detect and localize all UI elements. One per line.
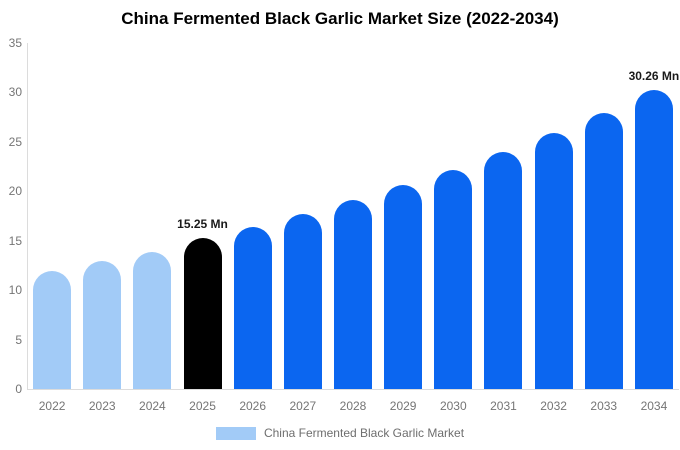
y-tick-label-5: 5 [15, 332, 22, 347]
x-tick-label-2031: 2031 [490, 399, 517, 413]
bar-2025 [183, 238, 222, 389]
x-tick-label-2030: 2030 [439, 399, 467, 413]
legend-label: China Fermented Black Garlic Market [263, 426, 465, 440]
legend: China Fermented Black Garlic Market [0, 426, 680, 440]
x-tick-label-2029: 2029 [389, 399, 417, 413]
x-tick-label-2025: 2025 [189, 399, 216, 413]
bar-2034 [634, 89, 673, 389]
y-tick-label-25: 25 [8, 134, 22, 149]
x-tick-label-2022: 2022 [38, 399, 66, 413]
y-tick-label-0: 0 [15, 382, 22, 396]
y-tick-label-15: 15 [8, 233, 22, 248]
legend-swatch [215, 426, 256, 440]
chart-title: China Fermented Black Garlic Market Size… [121, 9, 559, 28]
x-tick-label-2026: 2026 [239, 399, 267, 413]
bar-2026 [233, 226, 272, 389]
x-tick-label-2023: 2023 [88, 399, 116, 413]
y-tick-label-30: 30 [8, 85, 22, 100]
bar-2027 [283, 214, 322, 389]
y-tick-label-10: 10 [8, 283, 22, 298]
bar-2022 [33, 271, 72, 389]
x-tick-label-2032: 2032 [540, 399, 567, 413]
y-tick-label-20: 20 [8, 184, 22, 199]
bar-2023 [83, 261, 122, 389]
bar-2030 [434, 169, 473, 389]
bar-value-label-2025: 15.25 Mn [177, 217, 228, 232]
x-axis-line [27, 389, 679, 390]
x-tick-label-2024: 2024 [139, 399, 166, 413]
x-tick-label-2028: 2028 [339, 399, 367, 413]
bar-2024 [133, 251, 172, 389]
x-tick-label-2027: 2027 [289, 399, 317, 413]
bar-2033 [584, 113, 623, 389]
bar-2029 [384, 185, 423, 389]
bar-value-label-2034: 30.26 Mn [628, 68, 680, 83]
x-tick-label-2034: 2034 [640, 399, 668, 413]
x-tick-label-2033: 2033 [590, 399, 618, 413]
bar-2031 [484, 151, 523, 389]
bar-2028 [334, 200, 372, 389]
y-axis-line [27, 43, 28, 390]
bar-2032 [534, 132, 573, 389]
y-tick-label-35: 35 [8, 36, 22, 50]
